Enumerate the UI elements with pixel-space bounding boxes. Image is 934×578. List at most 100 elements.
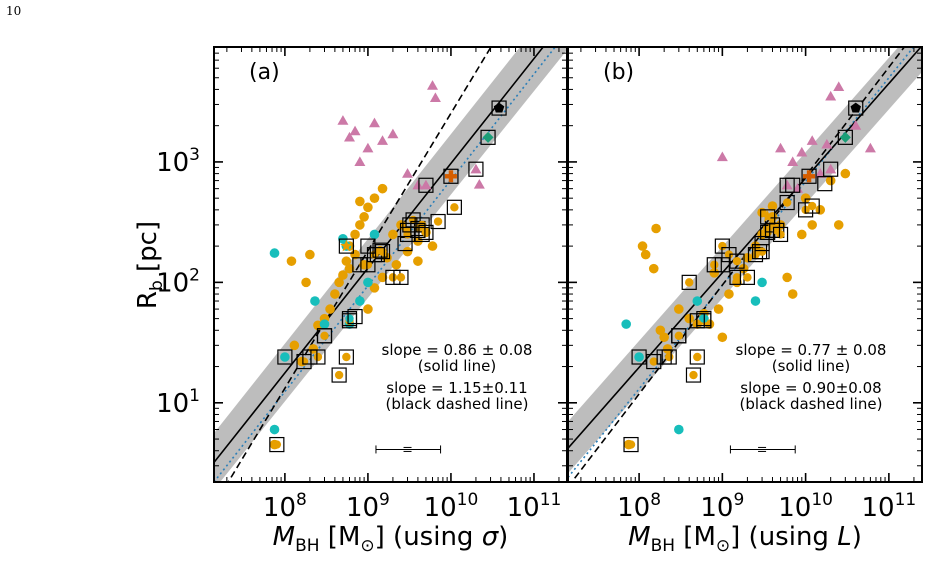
point-marker [362, 142, 374, 153]
slope-annotation: slope = 0.86 ± 0.08 [382, 341, 533, 359]
data-point [446, 199, 462, 215]
point-box [764, 222, 781, 239]
point-marker [662, 344, 673, 354]
plot-area [214, 47, 567, 482]
point-marker [350, 249, 360, 260]
slope-annotation: (solid line) [418, 357, 496, 375]
point-marker [864, 142, 876, 153]
data-point [717, 332, 728, 343]
x-tick-label: 108 [617, 490, 661, 523]
data-point [355, 220, 365, 230]
point-marker [806, 135, 818, 145]
data-point [754, 235, 770, 252]
data-point [338, 238, 354, 254]
data-point [349, 125, 361, 136]
data-point [796, 229, 807, 240]
point-marker [388, 229, 398, 240]
data-point [833, 220, 844, 230]
data-point [729, 253, 745, 269]
point-marker [493, 102, 505, 113]
x-tick-label: 1010 [424, 490, 479, 523]
data-point [412, 179, 424, 190]
data-point [369, 247, 385, 263]
point-box [310, 349, 326, 365]
data-point [779, 194, 795, 211]
data-point [338, 270, 348, 280]
point-box [671, 328, 687, 344]
point-marker [325, 304, 335, 314]
x-tick-label: 1011 [862, 490, 917, 523]
point-marker [782, 272, 792, 283]
x-tick-label: 1011 [507, 490, 562, 523]
data-point [714, 257, 730, 273]
point-box [446, 199, 462, 215]
point-box [714, 257, 730, 273]
point-box [706, 257, 722, 273]
point-box [341, 311, 358, 327]
point-box [393, 269, 409, 285]
data-point [742, 252, 753, 263]
point-box [418, 224, 434, 240]
point-marker [388, 273, 398, 282]
point-box [681, 274, 697, 290]
data-point [815, 205, 826, 215]
point-marker [659, 332, 669, 343]
x-tick-label: 108 [263, 490, 307, 523]
y-tick-label: 103 [156, 145, 200, 178]
point-marker [363, 277, 373, 288]
data-point [388, 229, 398, 240]
point-marker [724, 289, 734, 299]
point-box [399, 226, 416, 243]
point-marker [420, 179, 432, 190]
data-point [402, 217, 418, 233]
point-marker [269, 248, 280, 258]
point-marker [781, 179, 793, 190]
data-point [418, 224, 434, 240]
point-box [623, 436, 639, 453]
point-marker [305, 249, 315, 260]
point-box [480, 129, 496, 145]
data-point [637, 241, 648, 251]
point-marker [343, 131, 355, 142]
data-point [289, 340, 300, 351]
data-point [480, 129, 496, 145]
data-point [410, 222, 426, 239]
data-point [692, 296, 703, 306]
point-marker [334, 277, 344, 288]
point-box [402, 217, 418, 233]
point-marker [427, 241, 438, 251]
point-marker [429, 92, 441, 103]
point-box [739, 269, 756, 285]
data-point [347, 308, 363, 325]
data-point [397, 235, 413, 252]
point-marker [421, 228, 431, 237]
data-point [277, 349, 293, 365]
point-marker [717, 332, 728, 343]
point-box [302, 349, 318, 365]
point-box [347, 308, 363, 325]
page-number: 10 [6, 4, 22, 18]
data-point [341, 311, 358, 327]
y-tick-label: 102 [156, 265, 200, 298]
data-point [344, 263, 355, 274]
point-marker [674, 304, 684, 314]
data-point [354, 156, 366, 167]
point-marker [433, 217, 443, 226]
data-point [787, 289, 798, 299]
data-point [713, 304, 724, 314]
point-marker [757, 277, 767, 288]
data-point [369, 193, 380, 203]
plot-area [568, 47, 922, 482]
data-point [330, 289, 340, 299]
data-point [806, 135, 818, 145]
data-point [369, 229, 380, 240]
data-point [301, 277, 311, 288]
data-point [640, 249, 651, 260]
x-tick-label: 109 [700, 490, 744, 523]
point-marker [840, 168, 851, 179]
data-point [350, 229, 360, 240]
point-marker [413, 256, 423, 266]
data-point [750, 296, 761, 306]
data-point [801, 168, 817, 184]
data-point [659, 332, 669, 343]
